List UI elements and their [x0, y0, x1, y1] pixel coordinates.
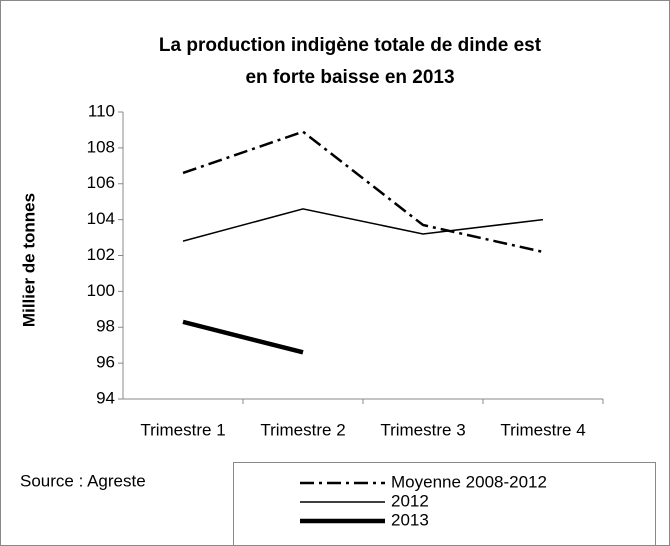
series-line — [182, 319, 304, 355]
annotation: Source : Agreste — [20, 471, 146, 490]
y-tick-label: 100 — [87, 281, 115, 300]
legend-label: Moyenne 2008-2012 — [391, 472, 547, 491]
y-tick-label: 96 — [96, 353, 115, 372]
y-tick-label: 98 — [96, 317, 115, 336]
y-tick-label: 102 — [87, 245, 115, 264]
x-tick-label: Trimestre 4 — [500, 420, 585, 439]
series-line — [182, 130, 544, 254]
x-tick-label: Trimestre 1 — [140, 420, 225, 439]
y-tick-label: 108 — [87, 137, 115, 156]
y-tick-label: 94 — [96, 388, 115, 407]
legend-label: 2013 — [391, 510, 429, 529]
x-tick-label: Trimestre 2 — [260, 420, 345, 439]
legend-label: 2012 — [391, 491, 429, 510]
series-line — [182, 208, 544, 242]
y-axis-label: Millier de tonnes — [19, 193, 38, 327]
x-tick-label: Trimestre 3 — [380, 420, 465, 439]
y-tick-label: 110 — [88, 101, 115, 120]
y-tick-label: 104 — [87, 209, 115, 228]
legend-box — [233, 462, 656, 546]
chart-title: La production indigène totale de dinde e… — [159, 35, 542, 56]
chart-title: en forte baisse en 2013 — [245, 67, 454, 88]
y-tick-label: 106 — [87, 173, 115, 192]
